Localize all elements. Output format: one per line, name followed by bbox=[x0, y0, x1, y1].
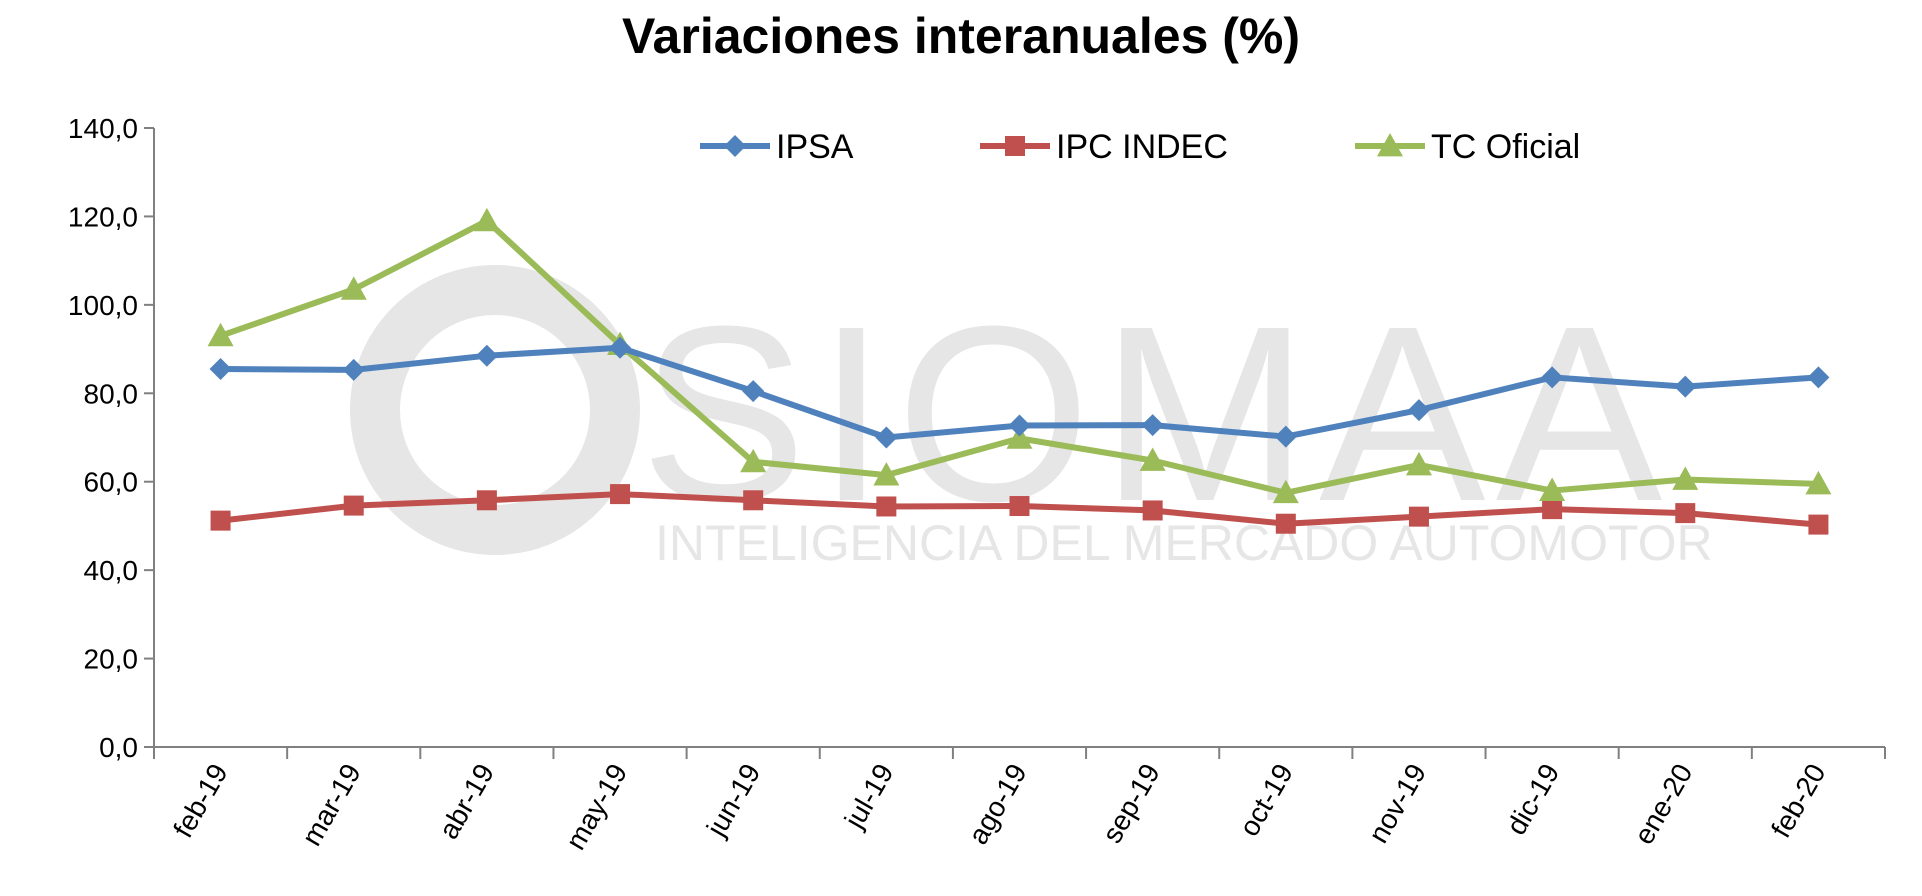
data-point bbox=[340, 276, 367, 300]
y-tick-label: 120,0 bbox=[68, 201, 138, 232]
data-point bbox=[609, 336, 632, 359]
watermark-logo-icon bbox=[350, 265, 640, 555]
y-tick-label: 100,0 bbox=[68, 290, 138, 321]
legend-label: IPSA bbox=[776, 128, 854, 166]
data-point bbox=[1274, 425, 1297, 448]
chart-title: Variaciones interanuales (%) bbox=[622, 8, 1300, 64]
data-point bbox=[1275, 513, 1296, 534]
data-point bbox=[610, 484, 631, 505]
y-tick-label: 60,0 bbox=[84, 467, 139, 498]
legend-item: IPC INDEC bbox=[980, 128, 1228, 166]
series-ipsa bbox=[209, 336, 1830, 449]
x-tick-label: may-19 bbox=[560, 759, 634, 855]
data-point bbox=[1142, 500, 1163, 521]
data-point bbox=[1541, 366, 1564, 389]
data-point bbox=[1008, 414, 1031, 437]
x-tick-label: feb-20 bbox=[1765, 759, 1832, 843]
data-point bbox=[1377, 133, 1403, 157]
data-point bbox=[210, 510, 231, 531]
x-tick-label: ene-20 bbox=[1628, 759, 1698, 850]
data-point bbox=[476, 490, 497, 511]
data-point bbox=[1808, 514, 1829, 535]
series-tc-oficial bbox=[207, 207, 1832, 504]
data-point bbox=[1272, 479, 1299, 504]
x-tick-label: sep-19 bbox=[1096, 759, 1166, 849]
data-point bbox=[475, 344, 498, 367]
data-point bbox=[1139, 447, 1166, 471]
data-point bbox=[1408, 506, 1429, 527]
data-point bbox=[1009, 496, 1030, 517]
data-point bbox=[1005, 136, 1025, 156]
x-tick-label: dic-19 bbox=[1500, 759, 1565, 841]
y-tick-label: 40,0 bbox=[84, 555, 139, 586]
series-layer bbox=[207, 207, 1832, 535]
x-tick-label: ago-19 bbox=[962, 759, 1032, 850]
x-tick-label: abr-19 bbox=[433, 759, 500, 845]
x-tick-label: jul-19 bbox=[838, 759, 900, 835]
data-point bbox=[1407, 399, 1430, 422]
data-point bbox=[1805, 470, 1832, 495]
y-tick-label: 80,0 bbox=[84, 378, 139, 409]
data-point bbox=[209, 357, 232, 380]
watermark-tagline: INTELIGENCIA DEL MERCADO AUTOMOTOR bbox=[655, 515, 1713, 571]
y-tick-label: 0,0 bbox=[99, 732, 138, 763]
legend-label: IPC INDEC bbox=[1056, 128, 1228, 166]
legend-item: IPSA bbox=[700, 128, 854, 166]
y-tick-label: 140,0 bbox=[68, 113, 138, 144]
x-tick-label: nov-19 bbox=[1362, 759, 1432, 849]
data-point bbox=[1807, 366, 1830, 389]
data-point bbox=[875, 426, 898, 449]
x-tick-label: oct-19 bbox=[1233, 759, 1299, 842]
data-point bbox=[207, 322, 234, 347]
legend-label: TC Oficial bbox=[1431, 128, 1580, 166]
data-point bbox=[1006, 425, 1033, 449]
data-point bbox=[740, 448, 767, 473]
y-tick-label: 20,0 bbox=[84, 644, 139, 675]
data-point bbox=[1405, 451, 1432, 476]
data-point bbox=[1672, 466, 1699, 490]
x-tick-label: feb-19 bbox=[167, 759, 234, 843]
data-point bbox=[1542, 499, 1563, 520]
x-tick-label: jun-19 bbox=[700, 759, 766, 843]
data-point bbox=[473, 207, 500, 232]
data-point bbox=[873, 462, 900, 486]
data-point bbox=[742, 380, 765, 403]
data-point bbox=[743, 490, 764, 511]
x-tick-label: mar-19 bbox=[296, 759, 367, 851]
data-point bbox=[342, 358, 365, 381]
data-point bbox=[1674, 375, 1697, 398]
data-point bbox=[1141, 414, 1164, 437]
data-point bbox=[1675, 503, 1696, 524]
data-point bbox=[724, 135, 746, 157]
data-point bbox=[1539, 477, 1566, 501]
legend-item: TC Oficial bbox=[1355, 128, 1580, 166]
series-ipc-indec bbox=[210, 484, 1829, 535]
data-point bbox=[343, 495, 364, 516]
legend: IPSA IPC INDEC TC Oficial bbox=[700, 128, 1580, 166]
data-point bbox=[876, 496, 897, 517]
